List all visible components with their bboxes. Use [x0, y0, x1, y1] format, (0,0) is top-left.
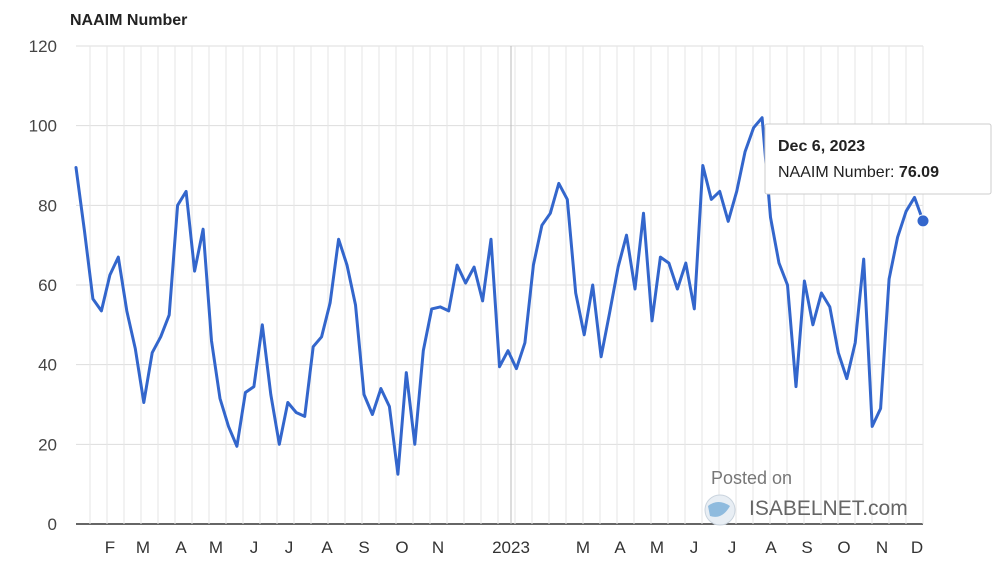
y-tick-label: 60: [38, 276, 57, 295]
x-tick-label: A: [614, 538, 626, 557]
chart-title: NAAIM Number: [70, 12, 187, 29]
tooltip-label: NAAIM Number:: [778, 164, 899, 181]
y-tick-label: 100: [29, 117, 57, 136]
x-tick-label: O: [837, 538, 850, 557]
y-axis-ticks: 0 20 40 60 80 100 120: [29, 37, 57, 534]
watermark-site: ISABELNET.com: [749, 497, 908, 520]
grid-lines: [76, 45, 924, 525]
x-tick-label: D: [911, 538, 923, 557]
tooltip-box: [764, 123, 992, 195]
tooltip-value: 76.09: [899, 164, 939, 181]
tooltip-date: Dec 6, 2023: [778, 138, 865, 155]
naaim-number-line[interactable]: [74, 116, 925, 476]
x-tick-label: J: [250, 538, 259, 557]
x-tick-label: 2023: [492, 538, 530, 557]
y-tick-label: 120: [29, 37, 57, 56]
tooltip-value-line: NAAIM Number: 76.09: [778, 164, 939, 181]
isabelnet-watermark: Posted on ISABELNET.com: [704, 468, 908, 526]
x-tick-label: J: [285, 538, 294, 557]
x-tick-label: S: [801, 538, 812, 557]
x-tick-label: A: [321, 538, 333, 557]
hover-point[interactable]: [916, 214, 930, 228]
x-tick-label: M: [650, 538, 664, 557]
y-tick-label: 40: [38, 356, 57, 375]
y-tick-label: 20: [38, 435, 57, 454]
watermark-posted-on: Posted on: [711, 468, 792, 488]
x-tick-label: S: [358, 538, 369, 557]
x-axis-ticks: F M A M J J A S O N 2023 M A M J J A S O N D: [105, 538, 923, 557]
y-tick-label: 0: [48, 515, 57, 534]
x-tick-label: M: [576, 538, 590, 557]
x-tick-label: O: [395, 538, 408, 557]
x-tick-label: A: [765, 538, 777, 557]
x-tick-label: M: [209, 538, 223, 557]
x-tick-label: A: [175, 538, 187, 557]
x-tick-label: F: [105, 538, 115, 557]
x-tick-label: J: [690, 538, 699, 557]
x-tick-label: M: [136, 538, 150, 557]
x-tick-label: J: [728, 538, 737, 557]
x-tick-label: N: [432, 538, 444, 557]
tooltip: Dec 6, 2023 NAAIM Number: 76.09: [764, 123, 992, 195]
y-tick-label: 80: [38, 196, 57, 215]
globe-land-icon: [708, 502, 730, 517]
x-tick-label: N: [876, 538, 888, 557]
